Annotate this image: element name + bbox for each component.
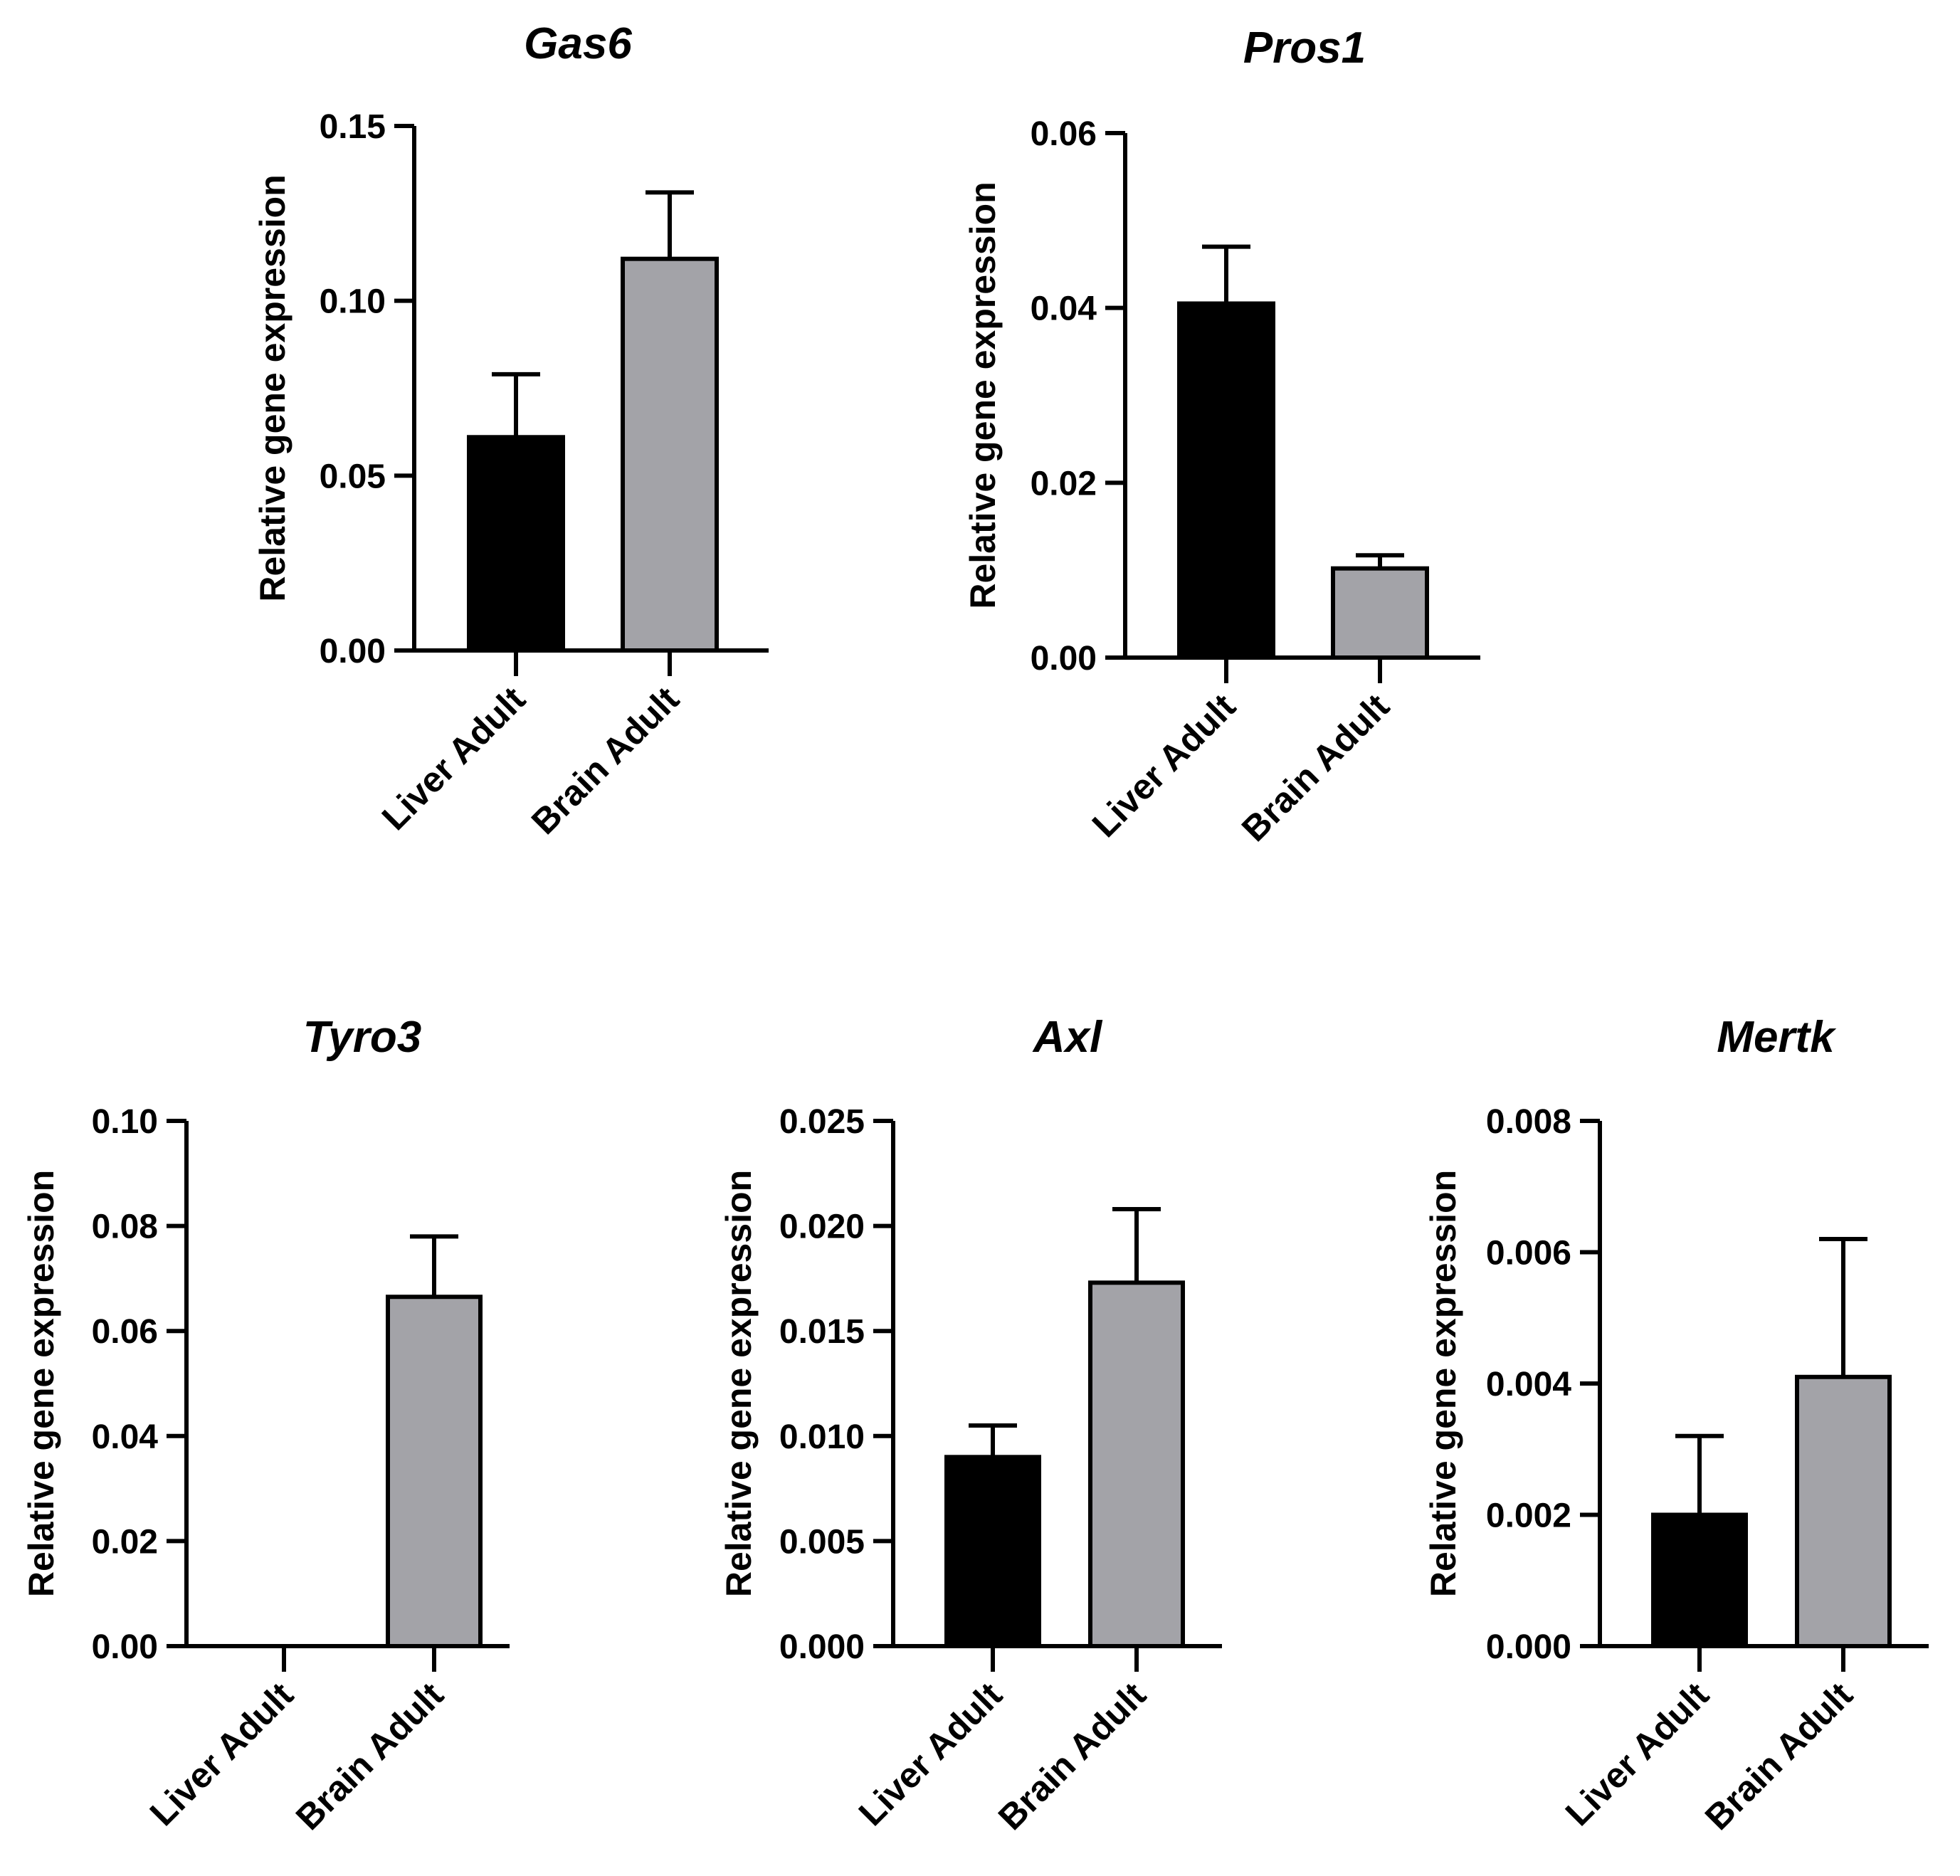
x-tick-label-liver-adult: Liver Adult — [851, 1675, 1010, 1833]
bar-brain-adult — [621, 256, 719, 653]
chart-title: Gas6 — [524, 19, 632, 68]
y-tick-label: 0.002 — [1486, 1497, 1571, 1535]
x-tick-label-brain-adult: Brain Adult — [1234, 686, 1397, 849]
y-tick-label: 0.05 — [320, 458, 386, 495]
chart-mertk: Mertk Relative gene expression 0.000 0.002 0… — [1423, 1013, 1929, 1838]
y-tick-label: 0.010 — [779, 1418, 865, 1456]
y-tick-label: 0.10 — [92, 1103, 158, 1141]
chart-title: Mertk — [1717, 1013, 1837, 1062]
chart-title: Axl — [1032, 1013, 1103, 1062]
y-axis-label: Relative gene expression — [21, 1170, 61, 1597]
x-tick-label-brain-adult: Brain Adult — [288, 1675, 451, 1838]
y-axis-label: Relative gene expression — [963, 181, 1003, 608]
y-tick-label: 0.15 — [320, 108, 386, 146]
x-tick-label-liver-adult: Liver Adult — [142, 1675, 301, 1833]
y-axis-label: Relative gene expression — [253, 174, 293, 601]
x-tick-label-brain-adult: Brain Adult — [524, 679, 687, 842]
chart-axl: Axl Relative gene expression 0.000 0.005 0.0… — [719, 1013, 1222, 1838]
y-tick-label: 0.06 — [1031, 115, 1097, 153]
bar-liver-adult — [467, 435, 565, 653]
chart-tyro3: Tyro3 Relative gene expression 0.00 0.02 0.0… — [21, 1013, 510, 1838]
y-tick-label: 0.025 — [779, 1103, 865, 1141]
x-tick-label-liver-adult: Liver Adult — [1085, 686, 1243, 845]
bar-liver-adult — [1177, 301, 1275, 660]
y-tick-label: 0.06 — [92, 1313, 158, 1351]
y-tick-label: 0.00 — [92, 1628, 158, 1666]
x-tick-label-brain-adult: Brain Adult — [1697, 1675, 1860, 1838]
y-tick-label: 0.008 — [1486, 1103, 1571, 1141]
bar-brain-adult — [1795, 1374, 1892, 1649]
y-tick-label: 0.000 — [779, 1628, 865, 1666]
y-tick-label: 0.000 — [1486, 1628, 1571, 1666]
x-tick-label-liver-adult: Liver Adult — [374, 679, 533, 838]
y-tick-label: 0.04 — [1031, 290, 1097, 328]
y-tick-label: 0.02 — [1031, 465, 1097, 502]
y-tick-label: 0.00 — [320, 633, 386, 670]
bar-brain-adult — [1331, 566, 1429, 660]
y-tick-label: 0.020 — [779, 1208, 865, 1246]
bar-brain-adult — [1088, 1280, 1185, 1648]
y-tick-label: 0.015 — [779, 1313, 865, 1351]
y-tick-label: 0.10 — [320, 283, 386, 321]
y-axis-label: Relative gene expression — [719, 1170, 759, 1597]
bar-liver-adult — [1651, 1512, 1748, 1648]
y-tick-label: 0.004 — [1486, 1366, 1571, 1403]
chart-title: Tyro3 — [303, 1013, 422, 1062]
chart-title: Pros1 — [1243, 23, 1366, 73]
bar-brain-adult — [386, 1295, 483, 1648]
y-axis-label: Relative gene expression — [1423, 1170, 1463, 1597]
x-tick-label-brain-adult: Brain Adult — [991, 1675, 1154, 1838]
bar-liver-adult — [944, 1455, 1041, 1648]
y-tick-label: 0.04 — [92, 1418, 159, 1456]
chart-gas6: Gas6 Relative gene expression 0.00 0.05 0.10… — [253, 19, 769, 842]
y-tick-label: 0.08 — [92, 1208, 158, 1246]
chart-pros1: Pros1 Relative gene expression 0.00 0.02 0.0… — [963, 23, 1480, 849]
y-tick-label: 0.006 — [1486, 1235, 1571, 1272]
y-tick-label: 0.02 — [92, 1523, 158, 1561]
x-tick-label-liver-adult: Liver Adult — [1558, 1675, 1717, 1833]
y-tick-label: 0.005 — [779, 1523, 865, 1561]
y-tick-label: 0.00 — [1031, 640, 1097, 678]
